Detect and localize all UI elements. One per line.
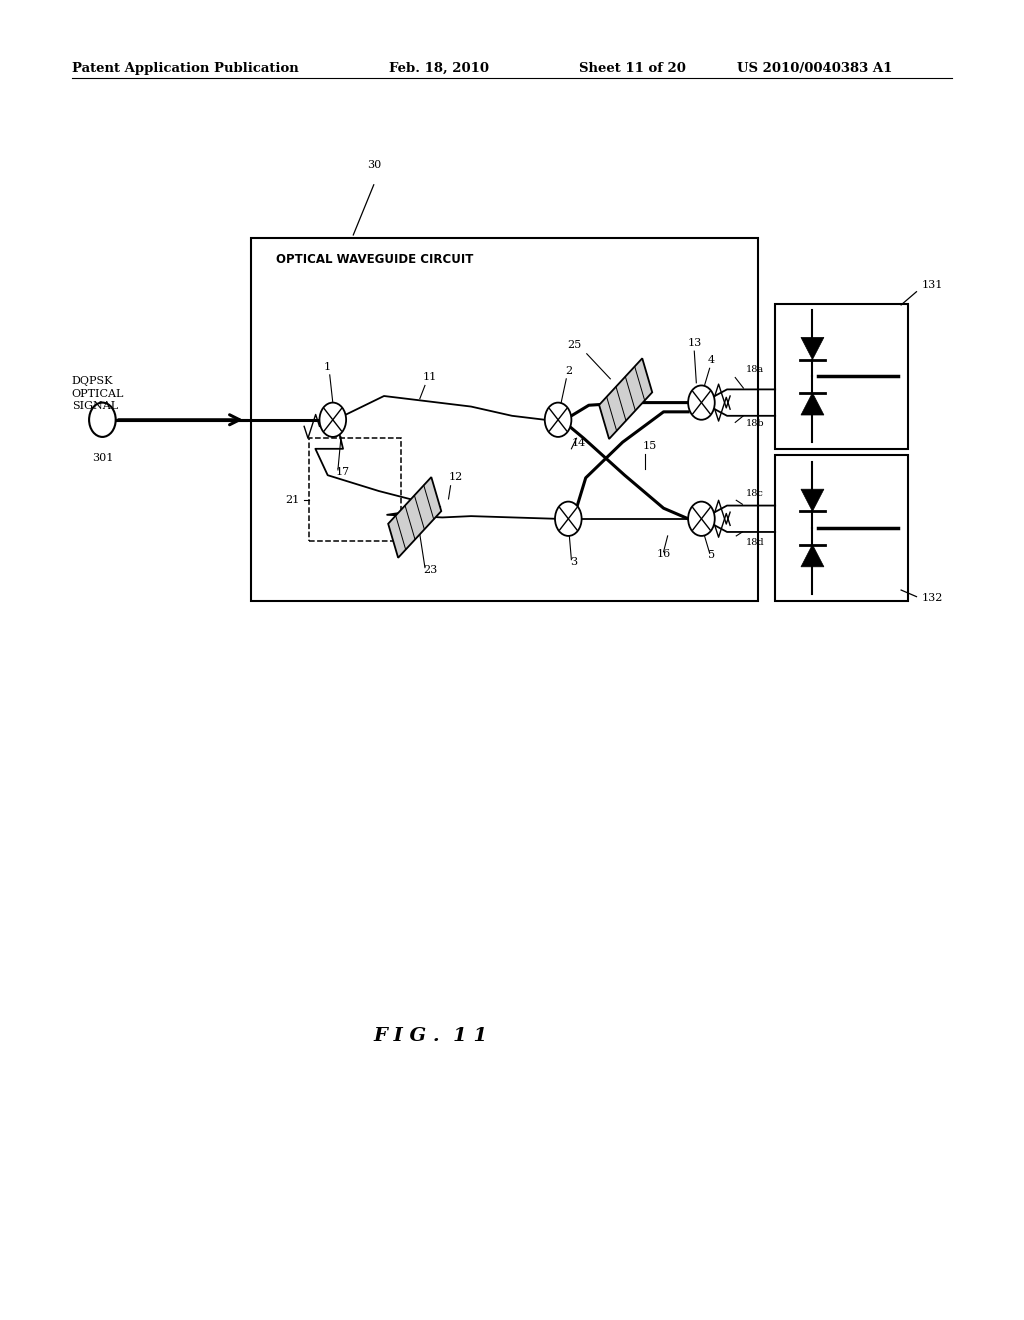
- Text: 18d: 18d: [745, 539, 764, 548]
- Circle shape: [319, 403, 346, 437]
- Text: 11: 11: [423, 372, 437, 383]
- Text: 17: 17: [336, 467, 350, 478]
- Bar: [775, 304, 908, 449]
- Text: 301: 301: [92, 453, 113, 463]
- Polygon shape: [599, 358, 652, 440]
- Text: Feb. 18, 2010: Feb. 18, 2010: [389, 62, 489, 75]
- Text: 16: 16: [656, 549, 671, 560]
- Text: 18c: 18c: [745, 490, 763, 499]
- Text: 25: 25: [567, 341, 582, 351]
- Text: 5: 5: [709, 550, 715, 561]
- Polygon shape: [388, 477, 441, 558]
- Polygon shape: [801, 545, 824, 566]
- Polygon shape: [801, 490, 824, 511]
- Text: 4: 4: [709, 355, 715, 366]
- Bar: [775, 455, 908, 601]
- Bar: [251, 238, 758, 601]
- Text: F I G .  1 1: F I G . 1 1: [373, 1027, 487, 1045]
- Text: 30: 30: [367, 160, 381, 170]
- Text: 14: 14: [571, 438, 586, 449]
- Circle shape: [545, 403, 571, 437]
- Circle shape: [688, 502, 715, 536]
- Text: OPTICAL WAVEGUIDE CIRCUIT: OPTICAL WAVEGUIDE CIRCUIT: [276, 253, 474, 267]
- Circle shape: [89, 403, 116, 437]
- Circle shape: [555, 502, 582, 536]
- Text: 2: 2: [565, 366, 571, 376]
- Text: 12: 12: [449, 473, 463, 483]
- Bar: [309, 438, 401, 541]
- Text: 3: 3: [570, 557, 577, 568]
- Text: 21: 21: [285, 495, 299, 506]
- Polygon shape: [801, 393, 824, 414]
- Text: 18a: 18a: [745, 366, 764, 375]
- Text: DQPSK
OPTICAL
SIGNAL: DQPSK OPTICAL SIGNAL: [72, 376, 124, 411]
- Text: 15: 15: [643, 441, 657, 451]
- Text: 23: 23: [423, 565, 437, 576]
- Polygon shape: [801, 338, 824, 359]
- Text: 18b: 18b: [745, 420, 764, 429]
- Text: Sheet 11 of 20: Sheet 11 of 20: [579, 62, 685, 75]
- Text: Patent Application Publication: Patent Application Publication: [72, 62, 298, 75]
- Text: 13: 13: [687, 338, 701, 348]
- Text: 1: 1: [325, 362, 331, 372]
- Circle shape: [688, 385, 715, 420]
- Text: 132: 132: [922, 593, 943, 603]
- Text: US 2010/0040383 A1: US 2010/0040383 A1: [737, 62, 893, 75]
- Text: 131: 131: [922, 280, 943, 290]
